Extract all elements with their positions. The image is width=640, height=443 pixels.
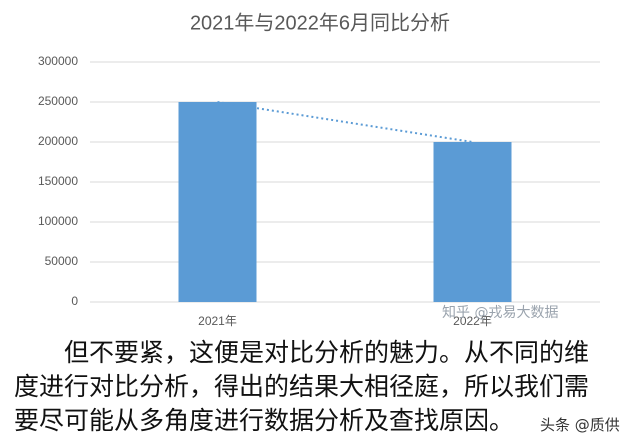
y-tick-label: 200000 <box>38 134 78 148</box>
y-tick-label: 300000 <box>38 54 78 68</box>
chart-title: 2021年与2022年6月同比分析 <box>190 11 450 34</box>
y-tick-label: 250000 <box>38 94 78 108</box>
x-tick-label: 2022年 <box>453 314 492 328</box>
watermark: 知乎 @戎易大数据 <box>442 305 559 321</box>
trend-line <box>217 101 473 143</box>
paragraph: 但不要紧，这便是对比分析的魅力。从不同的维度进行对比分析，得出的结果大相径庭，所… <box>14 338 590 435</box>
x-tick-label: 2021年 <box>198 314 237 328</box>
y-tick-label: 150000 <box>38 174 78 188</box>
bar <box>178 102 257 302</box>
y-tick-label: 0 <box>71 294 78 308</box>
y-tick-label: 50000 <box>45 254 79 268</box>
watermark: 头条 @质供 <box>540 416 620 434</box>
y-tick-label: 100000 <box>38 214 78 228</box>
bar <box>433 142 512 302</box>
chart: 2021年与2022年6月同比分析 0 50000 100000 150000 2000… <box>38 11 600 328</box>
